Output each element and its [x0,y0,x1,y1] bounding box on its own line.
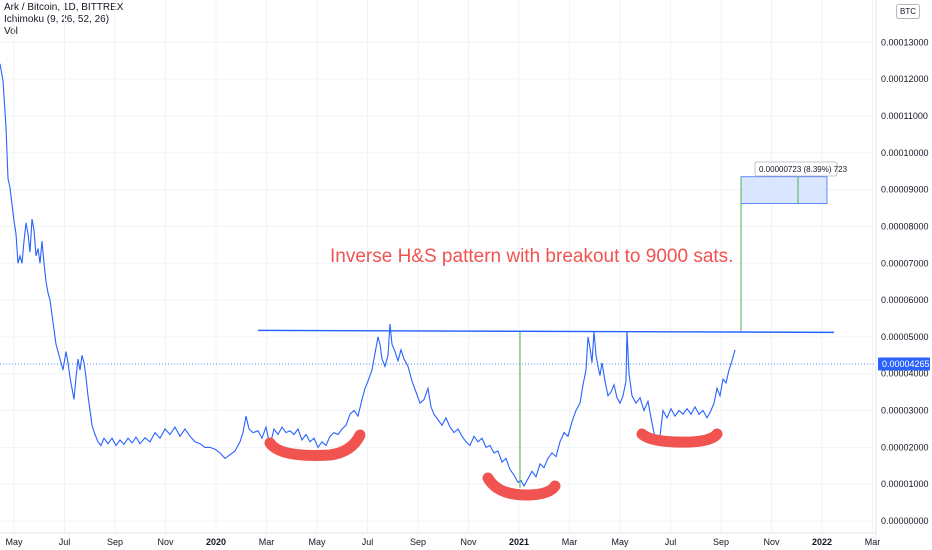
current-price-label: 0.00004265 [882,359,930,369]
time-tick-label: Mar [259,537,275,547]
time-tick-label: Jul [59,537,71,547]
volume-indicator-label[interactable]: Vol [4,26,18,37]
time-tick-label: Sep [410,537,426,547]
right-shoulder-highlight [636,428,723,448]
head-highlight [482,472,561,501]
time-tick-label: May [308,537,326,547]
neckline [257,329,835,334]
price-tick-label: 0.00005000 [881,332,929,342]
price-tick-label: 0.00009000 [881,185,929,195]
price-tick-label: 0.00002000 [881,442,929,452]
time-tick-label: Sep [107,537,123,547]
current-price-tag [878,357,930,371]
price-tick-label: 0.00013000 [881,37,929,47]
price-tick-label: 0.00000000 [881,516,929,526]
target-range-box [740,176,828,205]
price-tick-label: 0.00007000 [881,258,929,268]
measure-label: 0.00000723 (8.39%) 723 [759,165,848,174]
time-tick-label: Nov [460,537,477,547]
time-tick-label: Mar [865,537,881,547]
ichimoku-indicator-label[interactable]: Ichimoku (9, 26, 52, 26) [4,14,110,25]
measure-label-box [754,161,838,177]
chart-grid [0,0,876,533]
price-tick-label: 0.00003000 [881,406,929,416]
time-tick-label: 2022 [812,537,832,547]
time-tick-label: Nov [763,537,780,547]
time-tick-label: 2020 [206,537,226,547]
left-shoulder-highlight [264,429,366,461]
price-tick-label: 0.00011000 [881,111,928,121]
time-tick-label: Jul [362,537,374,547]
time-tick-label: May [611,537,629,547]
symbol-title[interactable]: Ark / Bitcoin, 1D, BITTREX [4,2,124,13]
price-tick-label: 0.00004000 [881,369,929,379]
price-series-line [0,63,736,488]
time-tick-label: Jul [665,537,677,547]
price-tick-label: 0.00006000 [881,295,929,305]
price-tick-label: 0.00008000 [881,221,929,231]
time-tick-label: Sep [713,537,729,547]
price-tick-label: 0.00010000 [881,148,929,158]
time-tick-label: Nov [157,537,174,547]
time-tick-label: 2021 [509,537,529,547]
price-tick-label: 0.00012000 [881,74,929,84]
chart-legend: Ark / Bitcoin, 1D, BITTREX Ichimoku (9, … [4,2,123,38]
time-axis: May Jul Sep Nov 2020 Mar May Jul Sep Nov 2021 Mar Ma… [5,537,880,547]
price-tick-label: 0.00001000 [881,479,929,489]
pattern-annotation: Inverse H&S pattern with breakout to 900… [330,246,733,267]
time-tick-label: May [5,537,23,547]
currency-badge[interactable]: BTC [896,4,920,19]
price-axis: 0.00000000 0.00001000 0.00002000 0.00003000… [881,37,929,526]
time-tick-label: Mar [562,537,578,547]
